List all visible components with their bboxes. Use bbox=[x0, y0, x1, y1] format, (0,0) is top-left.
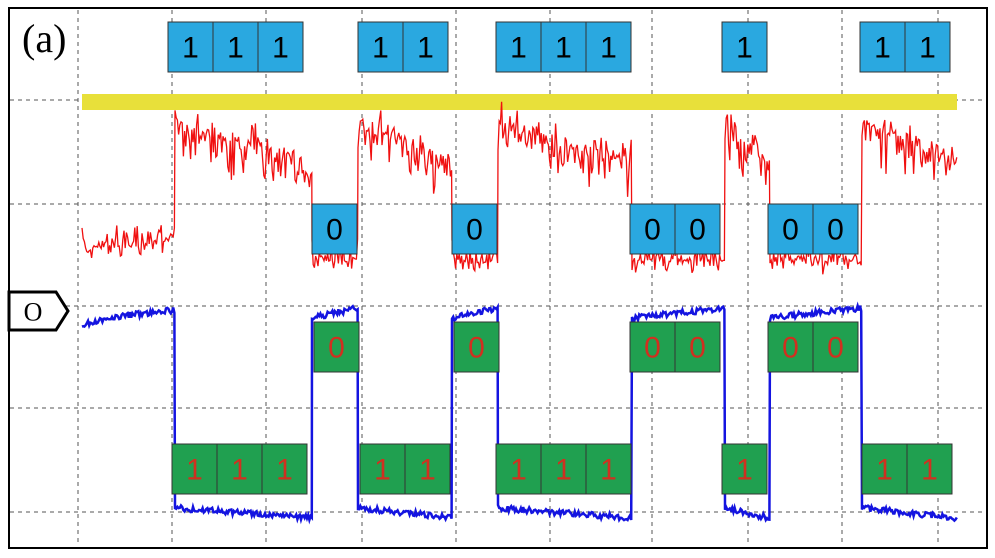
bit-label: 1 bbox=[876, 454, 893, 487]
bit-label: 0 bbox=[644, 214, 661, 247]
bit-box bbox=[629, 321, 676, 373]
bit-label: 1 bbox=[231, 454, 248, 487]
bit-box bbox=[212, 21, 259, 73]
bit-label: 0 bbox=[782, 332, 799, 365]
bit-label: 1 bbox=[919, 32, 936, 65]
blue-trace bbox=[81, 301, 958, 525]
bit-label: 0 bbox=[644, 332, 661, 365]
bit-box bbox=[674, 321, 721, 373]
bit-label: 1 bbox=[510, 454, 527, 487]
bit-box bbox=[585, 21, 632, 73]
bit-box bbox=[216, 443, 263, 495]
bit-label: 0 bbox=[328, 332, 345, 365]
bit-box bbox=[359, 443, 406, 495]
bit-label: 1 bbox=[600, 32, 617, 65]
bit-box bbox=[495, 443, 542, 495]
bit-box bbox=[812, 321, 859, 373]
panel-label: (a) bbox=[22, 16, 66, 61]
bit-box bbox=[311, 203, 358, 255]
bit-box bbox=[167, 21, 214, 73]
bit-box bbox=[629, 203, 676, 255]
bit-box bbox=[453, 321, 500, 373]
bit-box bbox=[495, 21, 542, 73]
marker-label: O bbox=[24, 298, 43, 327]
bit-label: 1 bbox=[372, 32, 389, 65]
bit-box bbox=[313, 321, 360, 373]
bit-label: 1 bbox=[510, 32, 527, 65]
bit-box bbox=[451, 203, 498, 255]
bit-box bbox=[861, 443, 908, 495]
marker-shape bbox=[7, 290, 70, 332]
bit-label: 1 bbox=[736, 454, 753, 487]
bit-box bbox=[721, 21, 768, 73]
bit-box bbox=[904, 21, 951, 73]
bit-label: 0 bbox=[827, 214, 844, 247]
bit-label: 1 bbox=[374, 454, 391, 487]
bit-label: 0 bbox=[827, 332, 844, 365]
bit-box bbox=[402, 21, 449, 73]
bit-box bbox=[540, 443, 587, 495]
bit-label: 1 bbox=[600, 454, 617, 487]
bit-box bbox=[674, 203, 721, 255]
bit-box bbox=[171, 443, 218, 495]
bit-box bbox=[906, 443, 953, 495]
bit-label: 1 bbox=[227, 32, 244, 65]
bit-box bbox=[585, 443, 632, 495]
bit-label: 0 bbox=[689, 332, 706, 365]
bit-box bbox=[540, 21, 587, 73]
bit-label: 1 bbox=[555, 32, 572, 65]
bit-label: 1 bbox=[419, 454, 436, 487]
bit-label: 1 bbox=[186, 454, 203, 487]
bit-box bbox=[261, 443, 308, 495]
bit-label: 0 bbox=[468, 332, 485, 365]
bit-label: 0 bbox=[689, 214, 706, 247]
bit-box bbox=[859, 21, 906, 73]
bit-box bbox=[767, 321, 814, 373]
bit-label: 1 bbox=[276, 454, 293, 487]
bit-label: 1 bbox=[417, 32, 434, 65]
bit-label: 1 bbox=[182, 32, 199, 65]
bit-label: 0 bbox=[466, 214, 483, 247]
bit-box bbox=[257, 21, 304, 73]
bit-label: 1 bbox=[736, 32, 753, 65]
bit-box bbox=[721, 443, 768, 495]
bit-label: 1 bbox=[921, 454, 938, 487]
bit-boxes: 1 1 1 1 1 1 1 1 1 1 10 0 0 0 0 00 0 0 0 0 01 1 1 1 1 1 1 1 1 1 1 bbox=[167, 21, 953, 495]
bit-box bbox=[404, 443, 451, 495]
bit-label: 1 bbox=[272, 32, 289, 65]
bit-label: 1 bbox=[555, 454, 572, 487]
bit-box bbox=[812, 203, 859, 255]
bit-label: 1 bbox=[874, 32, 891, 65]
bit-label: 0 bbox=[326, 214, 343, 247]
bit-label: 0 bbox=[782, 214, 799, 247]
